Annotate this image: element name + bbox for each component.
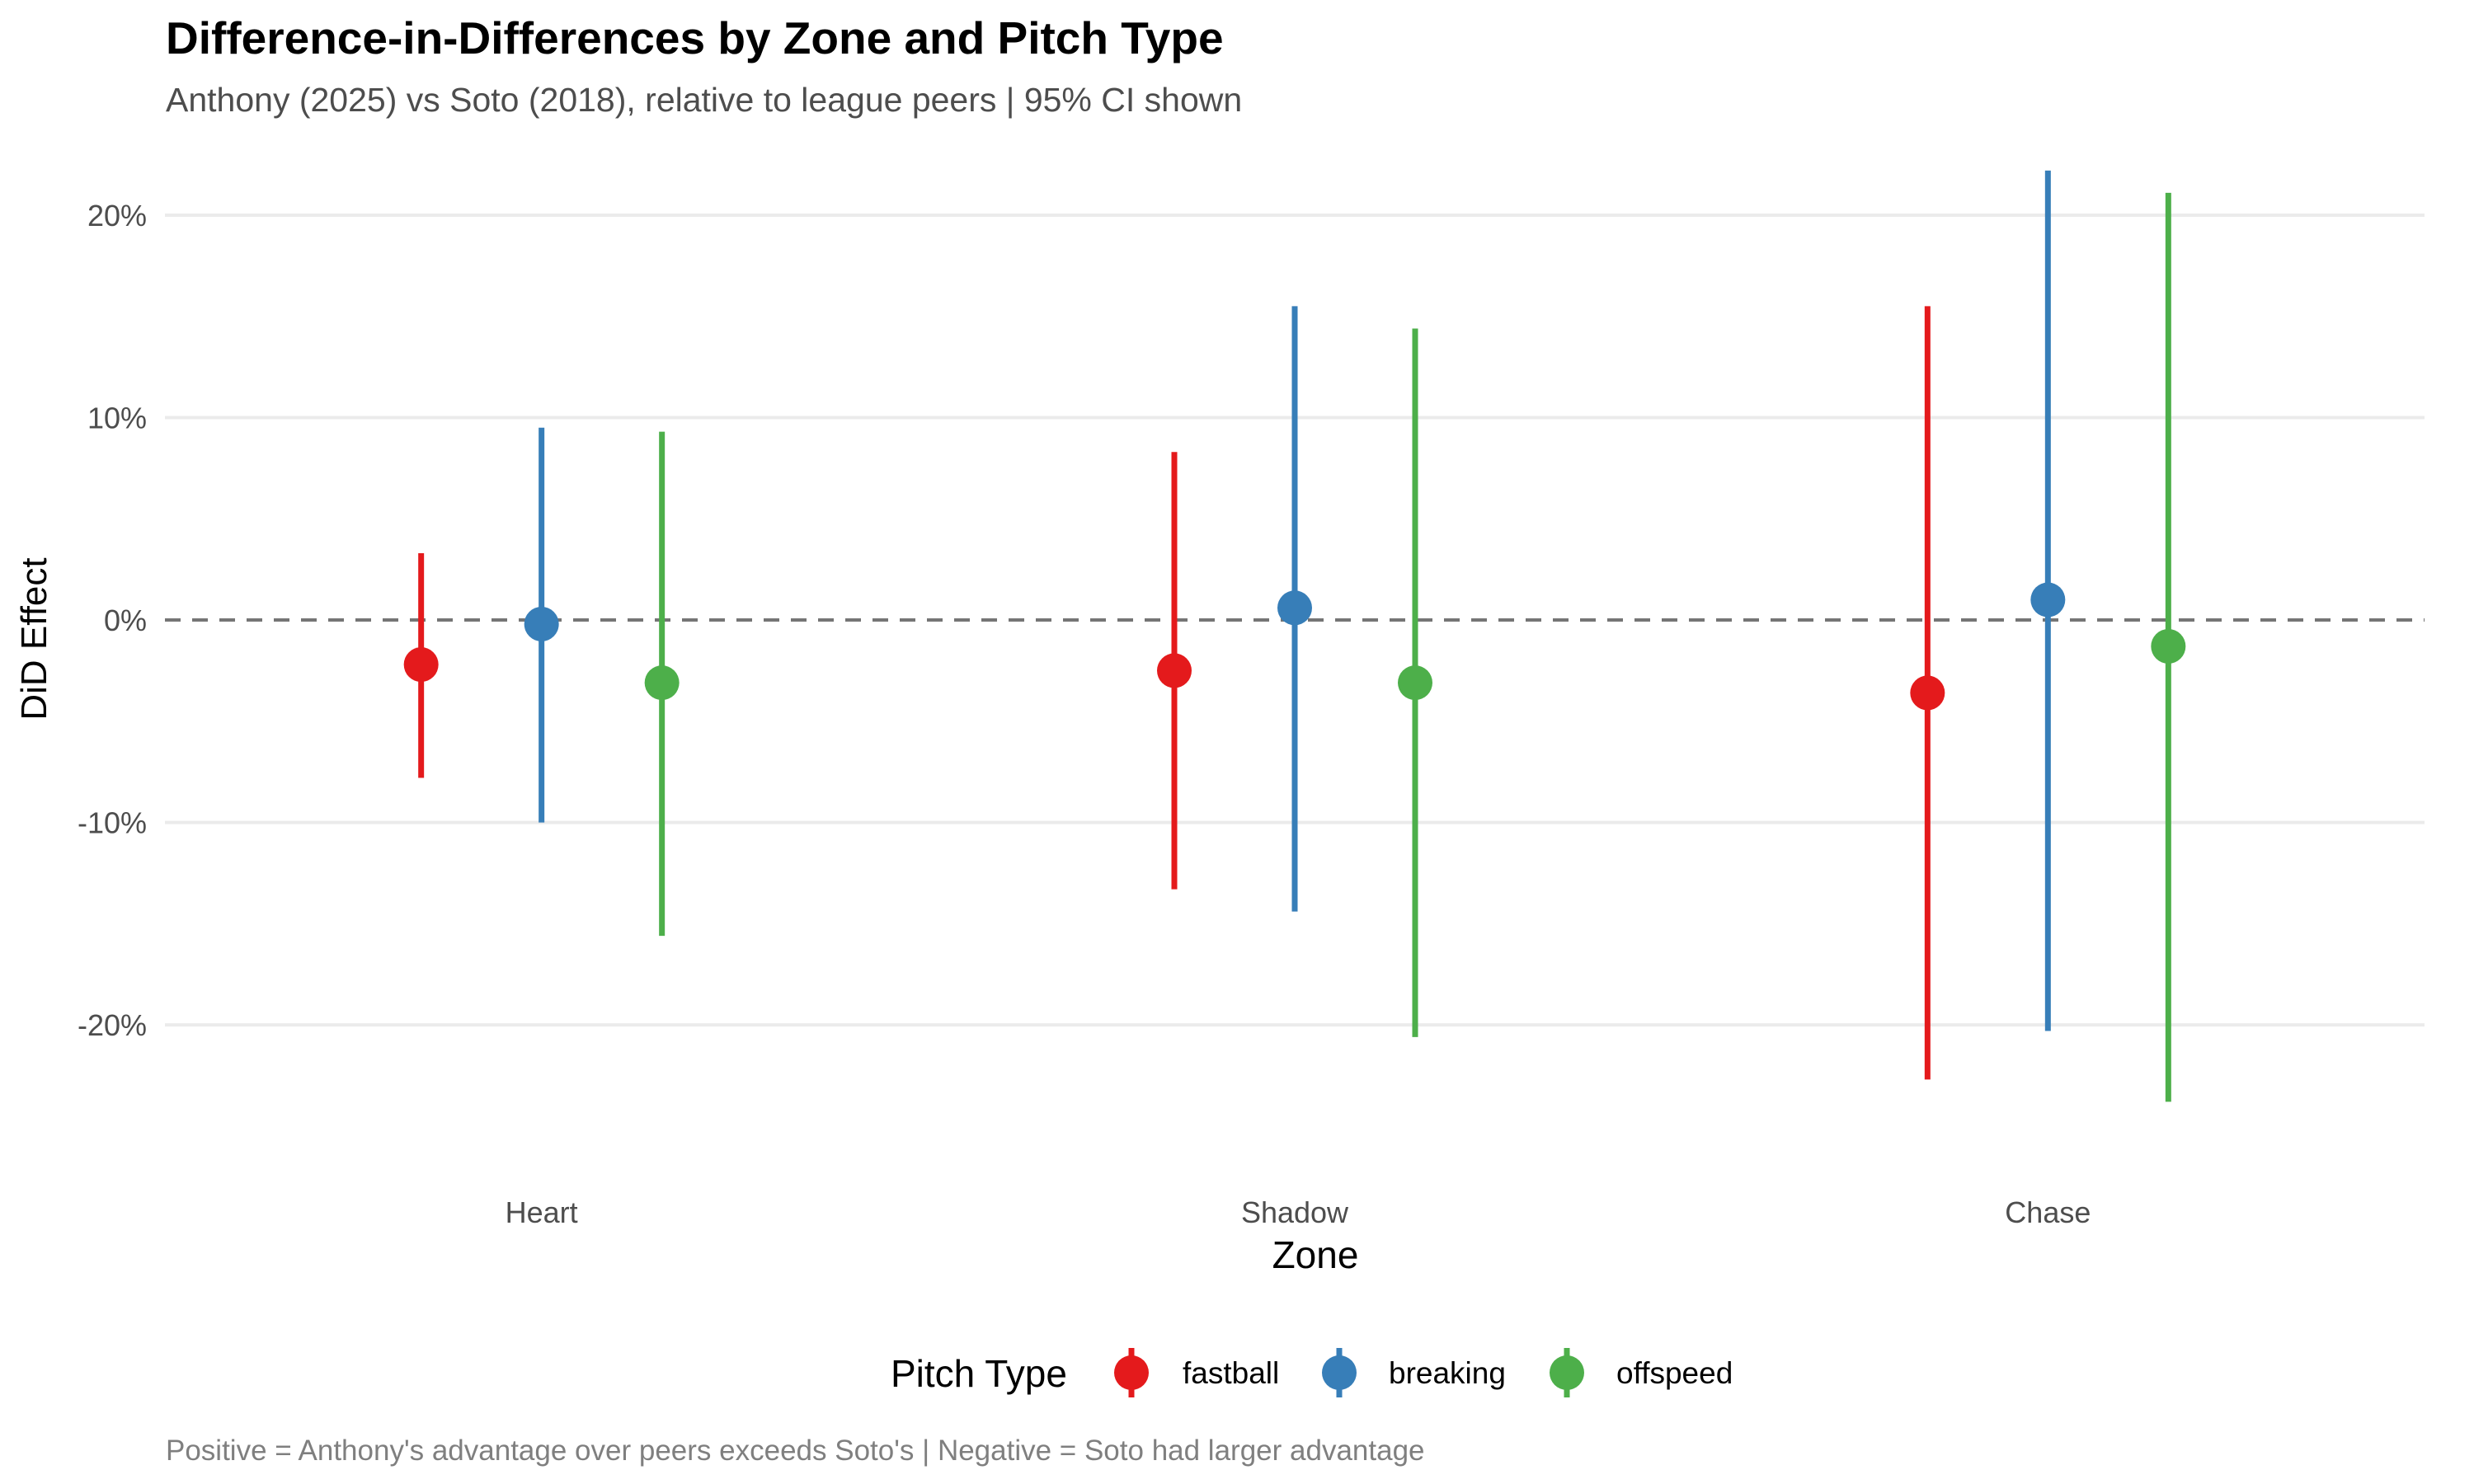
chart-title: Difference-in-Differences by Zone and Pi… <box>166 12 1224 63</box>
estimate-point <box>1398 665 1432 701</box>
y-tick-label: 20% <box>87 199 147 232</box>
estimate-point <box>2151 628 2186 664</box>
legend: Pitch Type fastball breaking offspeed <box>891 1348 1733 1397</box>
estimate-point <box>2030 582 2066 618</box>
plot-marks <box>403 170 2186 1102</box>
y-tick-label: -10% <box>78 806 147 840</box>
y-tick-label: 0% <box>104 603 147 637</box>
chart-caption: Positive = Anthony's advantage over peer… <box>166 1435 1425 1467</box>
estimate-point <box>1157 653 1192 688</box>
x-tick-label: Chase <box>2005 1195 2091 1229</box>
legend-label: fastball <box>1183 1356 1279 1390</box>
estimate-point <box>403 647 439 683</box>
legend-label: offspeed <box>1616 1356 1733 1390</box>
y-axis-title: DiD Effect <box>14 557 54 720</box>
y-axis: -20% -10% 0% 10% 20% <box>78 199 147 1042</box>
estimate-point <box>524 606 559 641</box>
x-tick-label: Heart <box>506 1195 578 1229</box>
x-axis-title: Zone <box>1272 1233 1359 1276</box>
legend-key-point <box>1550 1355 1584 1390</box>
legend-label: breaking <box>1389 1356 1506 1390</box>
legend-key-point <box>1114 1355 1149 1390</box>
y-tick-label: -20% <box>78 1008 147 1042</box>
legend-key-point <box>1322 1355 1357 1390</box>
estimate-point <box>1910 675 1945 711</box>
chart-subtitle: Anthony (2025) vs Soto (2018), relative … <box>166 81 1243 119</box>
x-axis: Heart Shadow Chase <box>506 1195 2091 1229</box>
x-tick-label: Shadow <box>1241 1195 1349 1229</box>
estimate-point <box>1277 590 1312 626</box>
y-tick-label: 10% <box>87 401 147 434</box>
legend-title: Pitch Type <box>891 1352 1067 1395</box>
estimate-point <box>644 665 680 701</box>
